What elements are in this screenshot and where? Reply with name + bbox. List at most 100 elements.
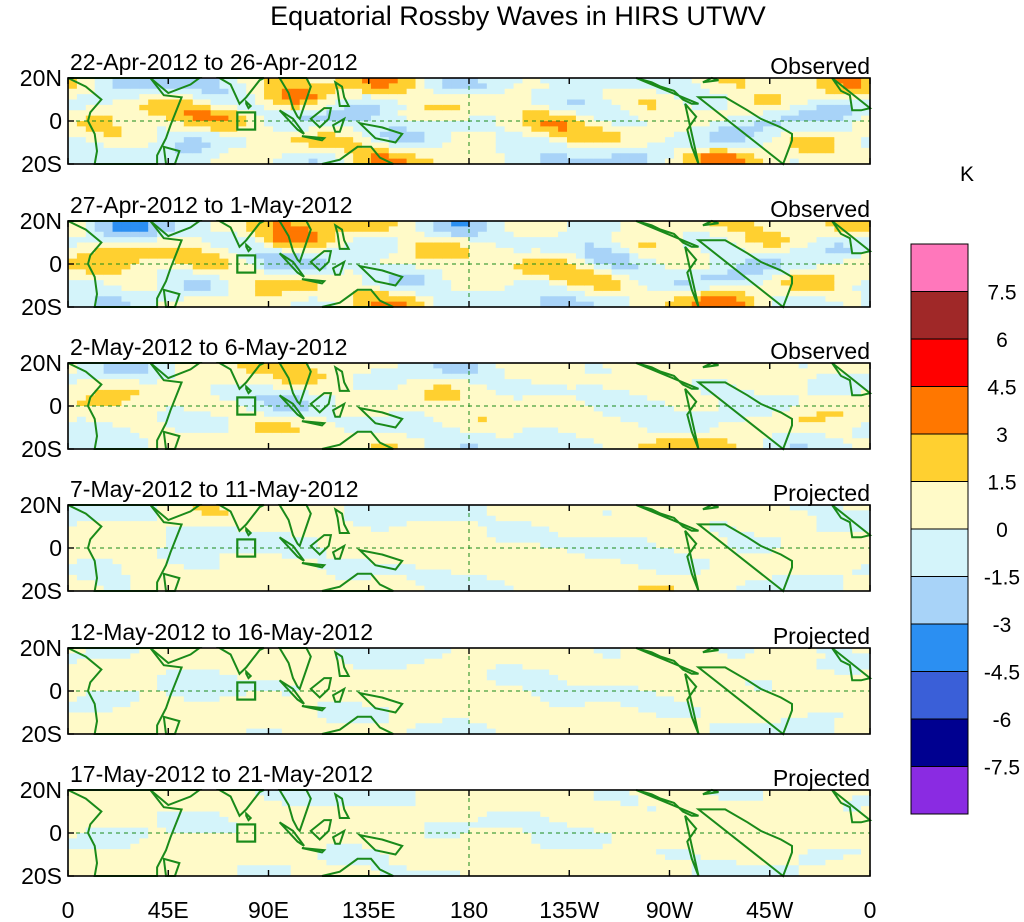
heat-cell <box>486 237 497 244</box>
heat-cell <box>611 438 622 445</box>
heat-cell <box>139 221 149 227</box>
heat-cell <box>415 78 426 84</box>
heat-cell <box>620 115 630 122</box>
heat-cell <box>379 274 390 281</box>
heat-cell <box>771 121 782 127</box>
heat-cell <box>388 285 399 292</box>
heat-cell <box>549 389 559 396</box>
heat-cell <box>406 269 417 276</box>
heat-cell <box>121 526 131 533</box>
heat-cell <box>68 416 78 423</box>
heat-cell <box>834 142 844 149</box>
heat-cell <box>852 296 862 303</box>
heat-cell <box>174 131 185 138</box>
heat-cell <box>424 280 434 287</box>
heat-cell <box>353 438 363 445</box>
heat-cell <box>763 121 773 127</box>
heat-cell <box>780 422 791 429</box>
heat-cell <box>94 564 105 571</box>
heat-cell <box>665 242 675 249</box>
heat-cell <box>370 88 381 95</box>
heat-cell <box>290 147 301 154</box>
heat-cell <box>166 94 176 101</box>
heat-cell <box>504 274 515 281</box>
heat-cell <box>317 558 328 565</box>
heat-cell <box>602 226 613 233</box>
heat-cell <box>397 384 408 391</box>
heat-cell <box>638 432 648 439</box>
heat-cell <box>513 237 524 244</box>
heat-cell <box>362 285 372 292</box>
heat-cell <box>353 432 363 439</box>
heat-cell <box>335 110 345 117</box>
heat-cell <box>210 521 221 528</box>
heat-cell <box>540 258 550 265</box>
heat-cell <box>593 389 604 396</box>
heat-cell <box>272 505 283 511</box>
heat-cell <box>353 505 363 511</box>
heat-cell <box>665 137 675 144</box>
heat-cell <box>192 94 203 101</box>
heat-cell <box>709 432 720 439</box>
heat-cell <box>754 443 764 450</box>
heat-cell <box>237 115 247 122</box>
heat-cell <box>486 88 497 95</box>
heat-cell <box>121 531 131 538</box>
heat-cell <box>442 363 452 369</box>
heat-cell <box>789 226 800 233</box>
heat-cell <box>718 384 729 391</box>
heat-cell <box>415 94 426 101</box>
heat-cell <box>103 443 114 450</box>
heat-cell <box>504 253 515 260</box>
heat-cell <box>388 226 399 233</box>
y-tick-label: 20N <box>20 350 62 376</box>
heat-cell <box>460 115 470 122</box>
heat-cell <box>326 400 336 407</box>
heat-cell <box>148 521 158 528</box>
heat-cell <box>469 147 479 154</box>
heat-cell <box>139 110 149 117</box>
heat-cell <box>540 290 550 297</box>
heat-cell <box>415 253 426 260</box>
heat-cell <box>344 569 354 576</box>
heat-cell <box>290 368 301 375</box>
heat-cell <box>825 94 835 101</box>
heat-cell <box>460 99 470 106</box>
heat-cell <box>673 406 684 412</box>
heat-cell <box>68 242 78 249</box>
heat-cell <box>575 296 586 303</box>
heat-cell <box>183 379 194 386</box>
heat-cell <box>335 153 345 160</box>
heat-cell <box>183 94 194 101</box>
heat-cell <box>843 258 853 265</box>
coastline <box>301 278 327 285</box>
heat-cell <box>85 94 96 101</box>
heat-cell <box>201 264 212 270</box>
heat-cell <box>727 137 737 144</box>
heat-cell <box>745 99 755 106</box>
heat-cell <box>575 115 586 122</box>
heat-cell <box>103 432 114 439</box>
heat-cell <box>299 395 310 402</box>
heat-cell <box>344 438 354 445</box>
heat-cell <box>85 142 96 149</box>
heat-cell <box>798 110 809 117</box>
heat-cell <box>362 368 372 375</box>
heat-cell <box>807 379 818 386</box>
heat-cell <box>789 379 800 386</box>
heat-cell <box>317 537 328 544</box>
heat-cell <box>103 231 114 238</box>
heat-cell <box>843 416 853 423</box>
heat-cell <box>798 416 809 423</box>
heat-cell <box>130 137 140 144</box>
heat-cell <box>210 416 221 423</box>
heat-cell <box>317 126 328 133</box>
heat-cell <box>771 115 782 122</box>
heat-cell <box>201 88 212 95</box>
heat-cell <box>834 153 844 160</box>
heat-cell <box>638 274 648 281</box>
heat-cell <box>308 231 319 238</box>
heat-cell <box>228 142 238 149</box>
heat-cell <box>852 253 862 260</box>
